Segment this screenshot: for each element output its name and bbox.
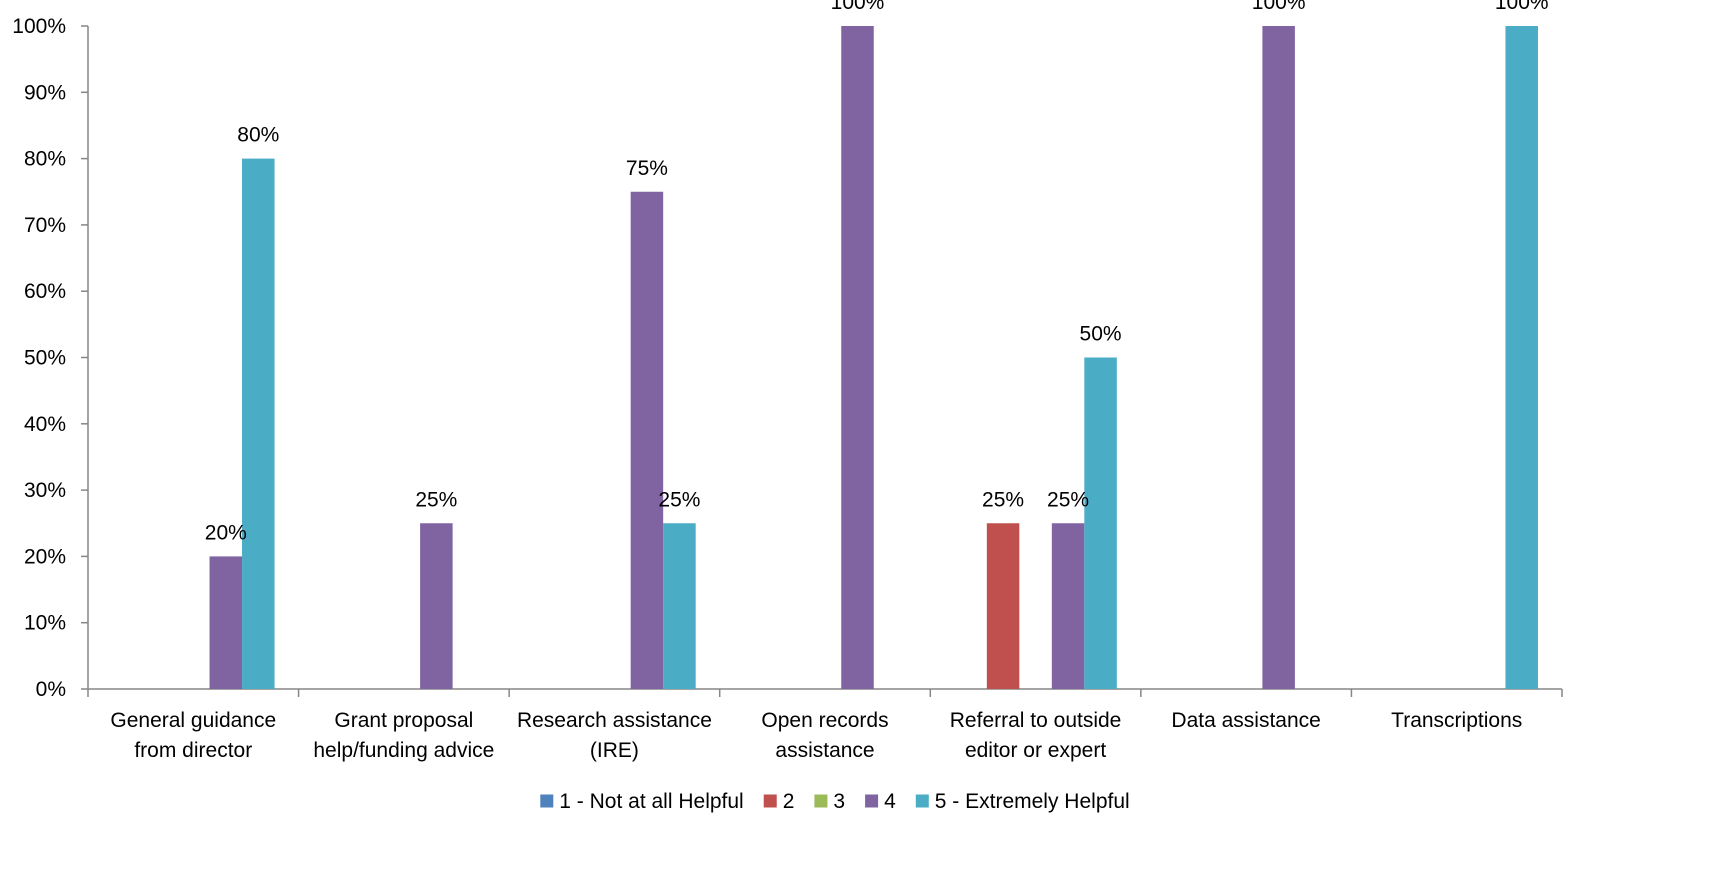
category-label: Data assistance (1171, 709, 1320, 732)
category-label: Transcriptions (1391, 709, 1522, 732)
legend-label: 3 (833, 790, 845, 813)
y-tick-label: 90% (24, 81, 66, 104)
legend-swatch (763, 794, 777, 808)
bar (1084, 357, 1117, 689)
x-axis: General guidance from director Grant propo… (87, 688, 1563, 762)
y-tick-label: 50% (24, 347, 66, 370)
legend-swatch (865, 794, 879, 808)
data-label: 100% (1495, 0, 1549, 14)
legend-label: 1 - Not at all Helpful (559, 790, 743, 813)
legend-swatch (540, 794, 554, 808)
data-label: 25% (415, 488, 457, 511)
category-label: from director (134, 739, 252, 762)
legend-swatch (814, 794, 828, 808)
data-label: 100% (831, 0, 885, 14)
y-tick-label: 100% (12, 15, 66, 38)
category-label: General guidance (110, 709, 276, 732)
data-labels: 20% 80% 25% 75% 25% 100% 25% 25% 50% 100% 100% (205, 0, 1549, 544)
legend-swatch (915, 794, 929, 808)
y-tick-label: 10% (24, 612, 66, 635)
y-tick-label: 70% (24, 214, 66, 237)
bar (1262, 26, 1295, 689)
category-label: assistance (775, 739, 874, 762)
y-tick-label: 30% (24, 479, 66, 502)
y-tick-label: 20% (24, 545, 66, 568)
category-label: (IRE) (590, 739, 639, 762)
legend-label: 5 - Extremely Helpful (935, 790, 1130, 813)
legend-label: 4 (884, 790, 896, 813)
data-label: 20% (205, 521, 247, 544)
legend-label: 2 (783, 790, 795, 813)
data-label: 75% (626, 157, 668, 180)
bar (630, 191, 664, 689)
data-label: 25% (1047, 488, 1089, 511)
bars (209, 26, 1538, 690)
bar (1505, 26, 1538, 689)
y-tick-label: 0% (36, 678, 66, 701)
y-tick-label: 40% (24, 413, 66, 436)
y-tick-label: 80% (24, 148, 66, 171)
category-label: help/funding advice (313, 739, 494, 762)
bar (663, 523, 696, 689)
bar (986, 523, 1020, 689)
category-label: Referral to outside (950, 709, 1122, 732)
category-label: Grant proposal (334, 709, 473, 732)
data-label: 25% (658, 488, 700, 511)
bar (420, 523, 453, 689)
y-tick-label: 60% (24, 280, 66, 303)
bar (242, 158, 275, 690)
bar (1051, 523, 1085, 689)
bar (209, 556, 243, 689)
data-label: 80% (237, 124, 279, 147)
data-label: 25% (982, 488, 1024, 511)
category-label: Open records (761, 709, 888, 732)
data-label: 100% (1252, 0, 1306, 14)
bar (841, 26, 874, 689)
category-label: Research assistance (517, 709, 712, 732)
legend: 1 - Not at all Helpful 2 3 4 5 - Extremely H… (540, 790, 1130, 813)
data-label: 50% (1080, 323, 1122, 346)
y-axis: 0% 10% 20% 30% 40% 50% 60% 70% 80% 90% 100% (12, 15, 89, 701)
category-label: editor or expert (965, 739, 1106, 762)
